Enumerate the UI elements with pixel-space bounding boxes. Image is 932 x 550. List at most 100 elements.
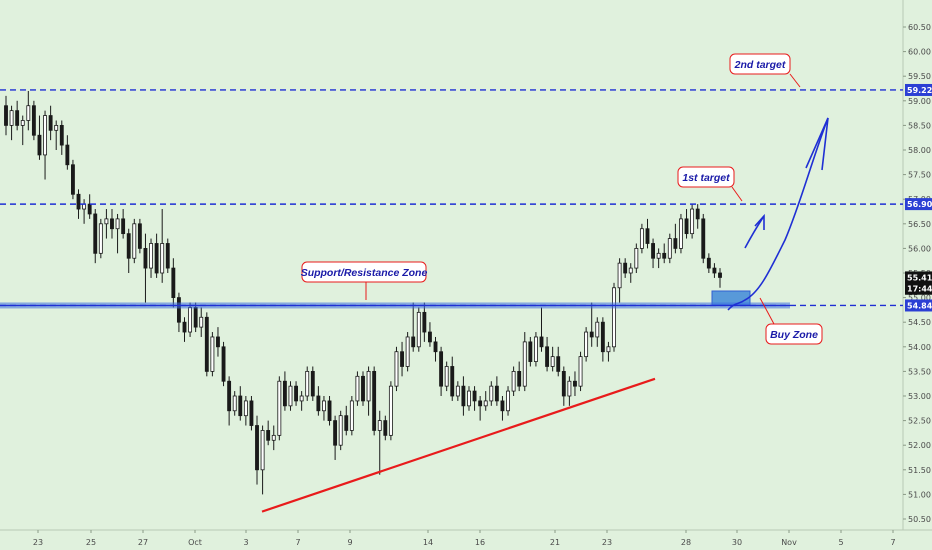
candle (500, 396, 505, 421)
price-tag-bg (905, 282, 932, 295)
candle-body (154, 243, 159, 274)
candle (461, 376, 466, 416)
candle-body (104, 218, 109, 225)
candle-body (550, 356, 555, 367)
candle (104, 209, 109, 239)
candle (71, 159, 75, 200)
candle (673, 223, 678, 254)
price-tag-bg (905, 271, 932, 284)
candle-body (651, 243, 655, 259)
candle-body (422, 311, 427, 333)
candle (294, 381, 298, 406)
candle-body (361, 375, 365, 402)
y-tick-label: 51.00 (908, 490, 931, 499)
candle-body (355, 375, 360, 402)
candle-body (221, 346, 226, 382)
candle-body (227, 380, 232, 412)
y-tick-label: 55.00 (908, 294, 931, 303)
candle (110, 209, 114, 239)
candle-body (701, 218, 706, 259)
candle (26, 90, 31, 131)
candle (255, 415, 259, 485)
callout-label: 2nd target (734, 59, 786, 71)
candle-body (182, 321, 187, 333)
candle-body (4, 105, 8, 126)
candle-body (82, 203, 87, 210)
candle-body (149, 243, 153, 269)
x-tick-label: 25 (86, 538, 96, 547)
candle-body (455, 385, 460, 397)
x-tick-label: 7 (295, 538, 300, 547)
y-tick-label: 60.50 (908, 23, 931, 32)
candle-body (137, 223, 142, 249)
candle (405, 332, 410, 372)
callout-label: 1st target (682, 172, 730, 184)
candle (416, 307, 421, 352)
candle-body (243, 400, 248, 417)
first-target-callout[interactable]: 1st target (677, 166, 743, 202)
projection-path[interactable] (727, 117, 829, 311)
candle (684, 209, 689, 239)
candle (701, 213, 706, 264)
candle (310, 366, 315, 401)
candle (299, 391, 304, 411)
candle (517, 361, 522, 392)
candle-body (193, 307, 198, 328)
candle-body (288, 385, 293, 407)
candle (573, 371, 577, 396)
candle (712, 263, 717, 278)
candle-body (467, 390, 471, 407)
price-tag: 17:44 (905, 282, 932, 295)
candle-body (266, 430, 271, 441)
candle-body (338, 415, 343, 446)
candle (578, 351, 583, 392)
candle-body (439, 351, 444, 387)
y-tick-label: 51.50 (908, 466, 931, 475)
candle-body (9, 110, 14, 126)
candle-body (216, 336, 220, 348)
candle (494, 376, 499, 406)
candle (561, 366, 566, 406)
candle (472, 386, 477, 411)
candle (132, 218, 137, 264)
candle (606, 341, 611, 362)
candle-body (37, 134, 42, 156)
callout-pointer (759, 297, 775, 325)
x-tick-label: 30 (732, 538, 742, 547)
y-tick-label: 58.00 (908, 146, 931, 155)
candle-body (260, 430, 265, 471)
buy-zone-callout[interactable]: Buy Zone (759, 297, 823, 345)
candle-body (310, 370, 315, 397)
candle (433, 336, 438, 362)
candle (383, 415, 388, 441)
support-zone-callout[interactable]: Support/Resistance Zone (301, 261, 428, 300)
second-target-callout[interactable]: 2nd target (729, 53, 801, 88)
candle (349, 396, 354, 436)
candle-body (405, 336, 410, 367)
candle (344, 405, 349, 436)
candle (634, 243, 639, 273)
candle-body (684, 218, 689, 235)
price-tag-bg (905, 83, 932, 96)
candle-body (87, 203, 92, 215)
candle-body (500, 400, 505, 412)
candle (238, 386, 243, 421)
trendline[interactable] (261, 377, 656, 513)
candle-body (517, 370, 522, 387)
candle-body (238, 395, 243, 417)
candle (210, 332, 215, 377)
candle-body (416, 311, 421, 348)
candle (589, 302, 594, 347)
candle-body (589, 331, 594, 338)
candle (528, 336, 533, 367)
candle (628, 263, 633, 283)
candle (322, 396, 326, 421)
candle-body (299, 395, 304, 402)
price-tag-label: 59.22 (907, 86, 932, 95)
candle-body (433, 341, 438, 353)
candle (149, 238, 153, 278)
price-tag: 55.41 (905, 271, 932, 284)
y-tick-label: 54.50 (908, 318, 931, 327)
callout-label: Support/Resistance Zone (301, 267, 428, 279)
candle (400, 341, 404, 377)
